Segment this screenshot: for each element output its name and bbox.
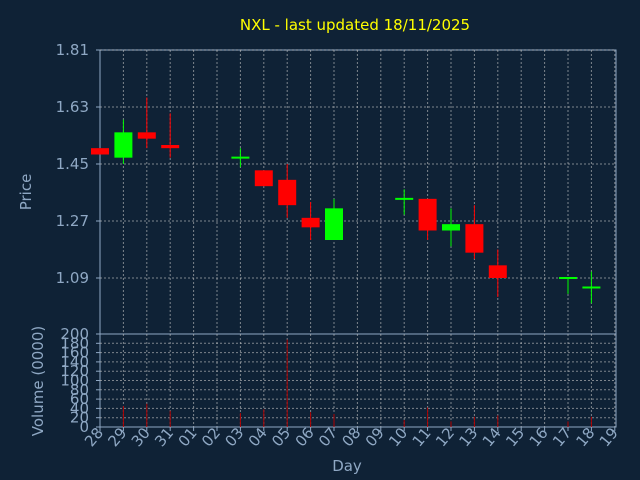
day-tick-label: 07 [315,424,341,450]
candle-body [91,148,109,155]
day-tick-label: 06 [292,424,318,450]
day-tick-label: 09 [362,424,388,450]
volume-tick-label: 160 [60,344,89,362]
price-tick-label: 1.45 [56,155,89,173]
price-plot-frame [99,49,617,335]
volume-bars [122,339,592,427]
volume-grid [100,334,616,427]
candle-body [137,132,156,139]
candle-body [301,217,320,228]
day-tick-label: 18 [572,424,598,450]
price-tick-label: 1.27 [56,212,89,230]
day-tick-label: 14 [479,424,505,450]
volume-tick-label: 140 [60,353,89,371]
price-grid [100,49,616,334]
candles [91,97,601,304]
day-axis-label: Day [332,457,362,475]
day-tick-label: 16 [526,424,552,450]
day-tick-label: 04 [245,424,271,450]
candle-body [488,265,507,278]
day-tick-label: 08 [338,424,364,450]
day-tick-label: 10 [385,424,411,450]
volume-tick-label: 100 [60,372,89,390]
day-tick-label: 05 [268,424,294,450]
price-axis: 1.09 1.27 1.45 1.63 1.81 [56,41,100,287]
price-tick-label: 1.09 [56,269,89,287]
price-tick-label: 1.81 [56,41,89,59]
volume-tick-label: 40 [70,399,89,417]
day-tick-label: 02 [198,424,224,450]
volume-tick-label: 200 [60,325,89,343]
day-tick-label: 19 [596,424,622,450]
volume-axis-label: Volume (0000) [29,326,47,436]
candle-body [278,179,297,206]
day-tick-label: 17 [549,424,575,450]
day-tick-label: 30 [128,424,154,450]
day-tick-label: 11 [409,424,435,450]
day-tick-label: 12 [432,424,458,450]
candle-body [161,145,180,149]
candle-body [114,132,133,158]
price-tick-label: 1.63 [56,98,89,116]
day-tick-label: 03 [221,424,247,450]
volume-tick-label: 0 [79,418,89,436]
day-axis: 2829303101020304050607080910111213141516… [81,424,622,450]
chart-title: NXL - last updated 18/11/2025 [240,16,470,34]
price-axis-label: Price [17,174,35,211]
volume-tick-label: 180 [60,334,89,352]
volume-tick-label: 20 [70,409,89,427]
volume-tick-label: 60 [70,390,89,408]
candle-body [325,208,343,240]
volume-tick-label: 80 [70,381,89,399]
volume-tick-label: 120 [60,362,89,380]
day-tick-label: 15 [502,424,528,450]
day-tick-label: 29 [104,424,130,450]
day-tick-label: 13 [455,424,481,450]
candle-body [465,224,484,253]
day-tick-label: 01 [175,424,201,450]
candle-body [418,198,437,231]
candle-body [442,224,460,231]
candle-body [254,170,273,187]
day-tick-label: 31 [151,424,177,450]
